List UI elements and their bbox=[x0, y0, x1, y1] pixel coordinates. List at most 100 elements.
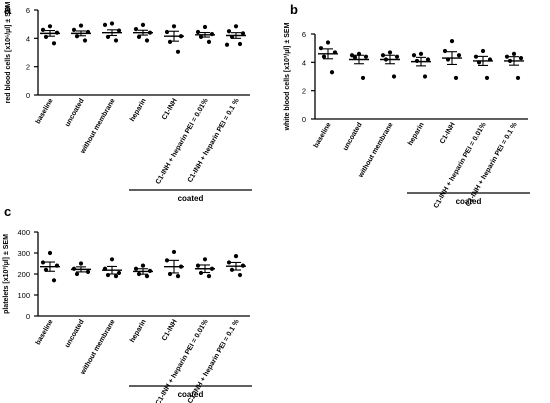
data-point bbox=[178, 34, 184, 39]
data-point bbox=[54, 263, 60, 268]
data-point bbox=[206, 39, 212, 44]
data-point bbox=[85, 29, 91, 35]
data-point bbox=[229, 34, 235, 40]
data-point bbox=[164, 29, 170, 35]
panel-letter: a bbox=[4, 2, 12, 17]
data-point bbox=[47, 250, 53, 256]
y-tick-label: 2 bbox=[26, 63, 30, 72]
x-tick-label: without membrane bbox=[79, 318, 117, 376]
data-point bbox=[414, 58, 420, 64]
data-point bbox=[175, 49, 181, 54]
data-point bbox=[226, 260, 232, 265]
data-point bbox=[224, 42, 230, 47]
chart-panel-c: c 0 100 200 300 400 platelets [x10³/µl] ± SEM b… bbox=[3, 204, 252, 403]
data-point bbox=[387, 50, 393, 55]
data-point bbox=[136, 34, 142, 40]
data-point bbox=[449, 38, 455, 44]
data-point bbox=[504, 54, 510, 59]
x-tick-label: uncoated bbox=[64, 98, 86, 128]
data-point bbox=[233, 254, 239, 259]
y-tick-label: 300 bbox=[17, 249, 30, 258]
y-axis-label: platelets [x10³/µl] ± SEM bbox=[3, 234, 10, 314]
x-tick-label: heparin bbox=[407, 122, 426, 147]
x-tick-label: C1-INH + heparin PEI = 0.1 % bbox=[187, 97, 241, 184]
coated-label: coated bbox=[178, 194, 204, 203]
data-point bbox=[321, 54, 327, 59]
data-point bbox=[360, 75, 366, 81]
data-point bbox=[206, 274, 212, 279]
data-point bbox=[318, 46, 324, 51]
data-point bbox=[116, 28, 122, 33]
x-tick-label: without membrane bbox=[357, 121, 395, 179]
data-point bbox=[418, 51, 424, 56]
x-tick-label: C1-INH bbox=[161, 319, 179, 343]
data-point bbox=[233, 24, 239, 29]
data-point bbox=[356, 51, 362, 56]
data-point bbox=[349, 53, 355, 58]
y-tick-label: 6 bbox=[302, 30, 306, 39]
data-point bbox=[71, 27, 77, 32]
data-point bbox=[383, 57, 389, 62]
panel-letter: c bbox=[4, 204, 11, 219]
data-point bbox=[484, 75, 490, 81]
data-point bbox=[136, 271, 142, 277]
data-point bbox=[171, 249, 177, 255]
x-tick-label: heparin bbox=[129, 98, 148, 123]
data-point bbox=[476, 60, 482, 65]
y-tick-label: 0 bbox=[26, 91, 30, 100]
y-axis-label: white blood cells [x10³/µl] ± SEM bbox=[284, 22, 291, 131]
data-point bbox=[411, 53, 417, 58]
data-point bbox=[47, 24, 53, 29]
data-point bbox=[167, 271, 173, 277]
data-point bbox=[40, 260, 46, 265]
data-point bbox=[195, 263, 201, 268]
data-point bbox=[229, 267, 235, 272]
data-point bbox=[133, 27, 139, 32]
data-point bbox=[518, 55, 524, 61]
y-tick-label: 200 bbox=[17, 270, 30, 279]
y-tick-label: 4 bbox=[26, 34, 30, 43]
data-point bbox=[237, 41, 243, 47]
data-point bbox=[113, 38, 119, 43]
data-point bbox=[116, 270, 122, 276]
y-tick-label: 6 bbox=[26, 6, 30, 15]
data-point bbox=[71, 266, 77, 271]
data-point bbox=[113, 274, 119, 279]
data-point bbox=[209, 266, 215, 271]
data-point bbox=[164, 258, 170, 263]
chart-panel-b: b 0 2 4 6 white blood cells [x10³/µl] ± SEM ba… bbox=[284, 2, 530, 210]
data-point bbox=[209, 31, 215, 37]
x-tick-label: heparin bbox=[129, 319, 148, 344]
data-point bbox=[74, 271, 80, 277]
data-point bbox=[456, 53, 462, 58]
data-point bbox=[43, 34, 49, 40]
data-point bbox=[147, 268, 153, 273]
data-point bbox=[380, 53, 386, 58]
data-point bbox=[391, 74, 397, 79]
data-point bbox=[85, 269, 91, 274]
x-tick-label: C1-INH + heparin PEI = 0.1 % bbox=[465, 121, 519, 208]
data-point bbox=[43, 267, 49, 272]
data-point bbox=[202, 24, 208, 30]
data-point bbox=[226, 29, 232, 34]
data-point bbox=[363, 54, 369, 59]
chart-panel-a: a 0 2 4 6 red blood cells [x10⁶/µl] ± SEM base… bbox=[4, 1, 252, 203]
data-point bbox=[332, 50, 338, 55]
data-point bbox=[329, 70, 335, 75]
data-point bbox=[54, 30, 60, 35]
data-point bbox=[78, 23, 84, 28]
data-point bbox=[515, 75, 521, 81]
coated-label: coated bbox=[178, 390, 204, 399]
x-tick-label: C1-INH + heparin PEI = 0.01% bbox=[155, 97, 210, 186]
data-point bbox=[109, 257, 115, 262]
data-point bbox=[102, 266, 108, 271]
y-tick-label: 0 bbox=[26, 312, 30, 321]
y-tick-label: 100 bbox=[17, 291, 30, 300]
data-point bbox=[507, 58, 513, 64]
data-point bbox=[487, 57, 493, 62]
y-tick-label: 400 bbox=[17, 228, 30, 237]
data-point bbox=[445, 57, 451, 62]
data-point bbox=[198, 34, 204, 40]
data-point bbox=[171, 24, 177, 29]
